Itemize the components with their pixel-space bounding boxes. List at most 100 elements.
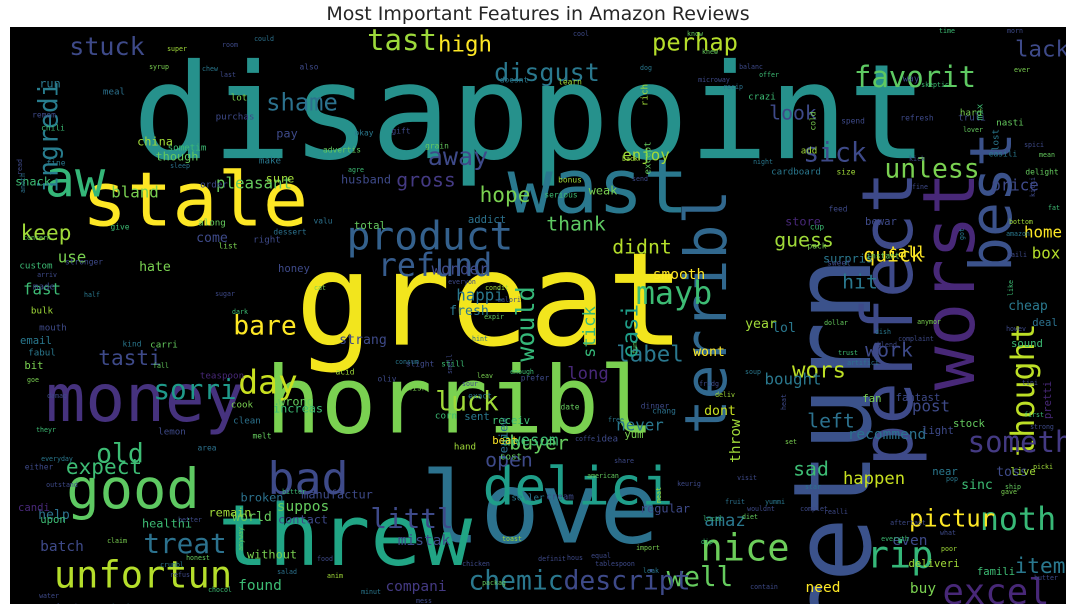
- word-hint: hint: [472, 335, 488, 343]
- word-disgust: disgust: [494, 58, 600, 87]
- word-smell: smell: [446, 354, 454, 374]
- word-product: product: [347, 214, 514, 260]
- word-american: american: [587, 472, 619, 480]
- word-got: got: [958, 228, 966, 240]
- word-bewar: bewar: [865, 216, 897, 228]
- word-sorri: sorri: [153, 373, 236, 406]
- word-except: except: [643, 141, 654, 174]
- word-meal: meal: [103, 87, 125, 98]
- word-anyway: anyway: [237, 527, 245, 551]
- word-star: star: [805, 483, 821, 491]
- word-tempratur: tempratur: [767, 603, 803, 604]
- word-honey: honey: [278, 263, 310, 275]
- word-enjoy: enjoy: [622, 146, 670, 165]
- word-beat: beat: [492, 435, 518, 447]
- word-chew: chew: [202, 65, 218, 73]
- word-serious: serious: [544, 191, 577, 200]
- word-ever: ever: [1014, 66, 1030, 74]
- word-butter: butter: [1034, 574, 1058, 582]
- word-cheap: cheap: [1008, 299, 1048, 314]
- word-receiv: receiv: [492, 415, 530, 427]
- word-day: day: [238, 363, 298, 402]
- word-high: high: [438, 32, 492, 58]
- word-buyer: buyer: [509, 432, 569, 455]
- word-what: what: [940, 529, 956, 537]
- word-terribl: terribl: [672, 190, 740, 435]
- word-either: either: [25, 463, 54, 472]
- word-crazi: crazi: [748, 92, 776, 103]
- word-send: send: [632, 175, 648, 183]
- word-chemic: chemic: [468, 566, 563, 597]
- word-easili: easili: [989, 150, 1018, 159]
- word-fan: fan: [862, 393, 881, 405]
- word-visit: visit: [737, 474, 757, 482]
- word-half: half: [84, 291, 100, 299]
- word-dip: dip: [701, 538, 713, 546]
- word-keurig: keurig: [677, 480, 701, 488]
- word-china: china: [137, 135, 173, 149]
- word-shame: shame: [266, 89, 338, 117]
- word-mean: mean: [1039, 151, 1055, 159]
- word-equal: equal: [591, 552, 611, 560]
- word-great: great: [295, 225, 684, 376]
- word-review: review: [497, 417, 511, 461]
- word-look: look: [769, 102, 817, 125]
- word-easi: easi: [618, 304, 644, 358]
- word-return: return: [770, 257, 896, 604]
- word-balanc: balanc: [739, 63, 763, 71]
- word-daili: daili: [1007, 251, 1027, 259]
- word-awesom: awesom: [501, 431, 558, 450]
- word-gave: gave: [1001, 488, 1017, 496]
- word-soup: soup: [745, 368, 761, 376]
- word-snack: snack: [15, 175, 51, 189]
- word-toast: toast: [502, 535, 522, 543]
- word-broken: broken: [241, 491, 284, 505]
- word-sure: sure: [266, 172, 295, 186]
- word-time: time: [939, 27, 955, 35]
- word-delici: delici: [483, 457, 674, 518]
- word-mouth: mouth: [39, 323, 67, 334]
- word-refus: refus: [170, 571, 190, 579]
- word-learn: learn: [558, 78, 582, 87]
- word-artifici: artifici: [847, 359, 879, 367]
- word-stronger: stronger: [65, 258, 103, 267]
- word-definit: definit: [538, 555, 566, 563]
- word-without: without: [247, 548, 297, 562]
- word-live: live: [1010, 466, 1036, 478]
- word-size: size: [836, 168, 855, 177]
- word-order: order: [200, 180, 228, 191]
- word-manufactur: manufactur: [301, 488, 373, 502]
- word-fast: fast: [23, 280, 61, 299]
- word-toss: toss: [996, 465, 1028, 480]
- word-wonder: wonder: [431, 260, 488, 279]
- word-keep: keep: [21, 220, 72, 245]
- word-leav: leav: [477, 372, 493, 380]
- word-water: water: [39, 592, 59, 600]
- word-someth: someth: [968, 425, 1066, 459]
- word-favorit: favorit: [854, 60, 976, 94]
- cloud-background: [10, 27, 1066, 604]
- word-year: year: [745, 317, 777, 332]
- word-cool: cool: [573, 30, 589, 38]
- word-goe: goe: [27, 376, 39, 384]
- word-pictur: pictur: [909, 505, 995, 533]
- word-sound: sound: [1011, 338, 1043, 350]
- word-aw: aw: [45, 150, 106, 209]
- word-stock: stock: [953, 418, 986, 430]
- word-wors: wors: [792, 358, 846, 384]
- word-coffe: coffe: [575, 435, 595, 443]
- word-read: read: [16, 159, 24, 175]
- word-packag: packag: [482, 579, 506, 587]
- word-quick: quick: [863, 244, 923, 267]
- word-pretti: pretti: [1042, 381, 1054, 419]
- word-pop: pop: [946, 475, 958, 483]
- word-aftertast: aftertast: [890, 519, 926, 527]
- word-pay: pay: [276, 127, 297, 141]
- word-pack: pack: [807, 242, 826, 251]
- word-anymor: anymor: [917, 318, 941, 326]
- word-melt: melt: [252, 432, 271, 441]
- word-run: run: [39, 77, 60, 91]
- word-grain: grain: [425, 142, 449, 151]
- word-leak: leak: [643, 567, 659, 575]
